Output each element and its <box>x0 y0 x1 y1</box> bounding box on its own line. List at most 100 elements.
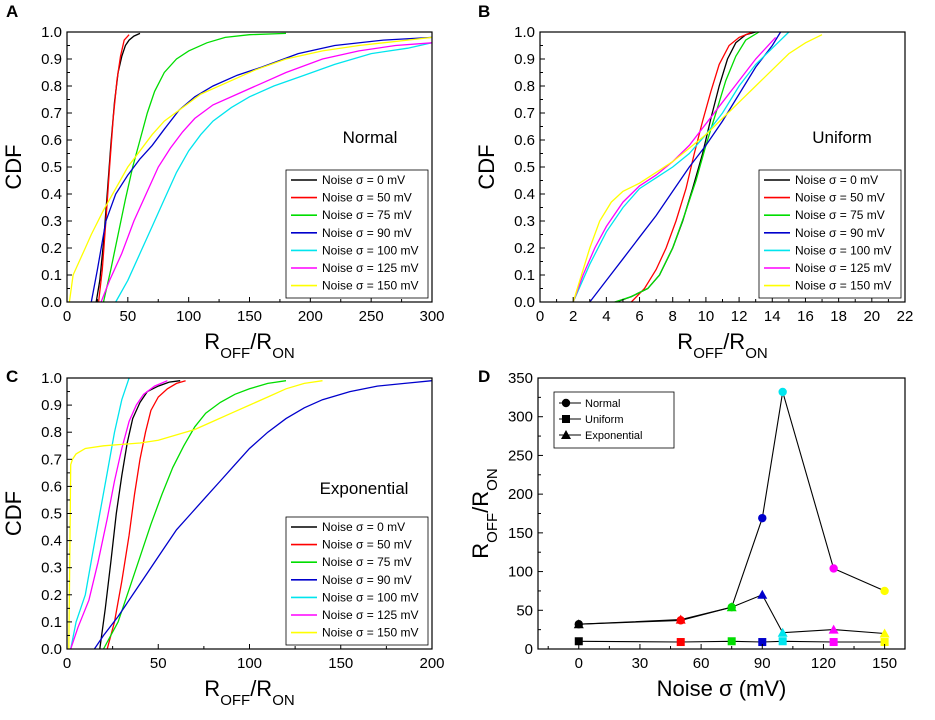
x-tick-label: 12 <box>731 308 748 325</box>
data-point-normal <box>758 513 767 523</box>
legend-entry: Noise σ = 50 mV <box>795 191 885 205</box>
y-tick-label: 0.1 <box>41 614 62 631</box>
y-tick-label: 0.0 <box>41 294 62 311</box>
panel-letter: B <box>478 2 490 21</box>
data-point-exponential <box>879 628 890 638</box>
y-tick-label: 0.9 <box>41 397 62 414</box>
data-point-uniform <box>727 637 736 646</box>
legend-entry: Noise σ = 100 mV <box>322 243 418 257</box>
legend-entry: Noise σ = 75 mV <box>322 208 412 222</box>
y-axis-title: CDF <box>1 491 26 536</box>
legend-entry: Noise σ = 90 mV <box>795 226 885 240</box>
legend-entry: Noise σ = 150 mV <box>795 279 891 293</box>
legend-entry: Uniform <box>585 414 624 426</box>
legend-entry: Noise σ = 0 mV <box>322 173 405 187</box>
legend-entry: Noise σ = 150 mV <box>322 626 418 640</box>
x-tick-label: 0 <box>575 655 583 672</box>
y-tick-label: 200 <box>508 486 533 503</box>
data-point-exponential <box>573 619 584 629</box>
x-axis-title: ROFF/RON <box>677 329 767 362</box>
x-tick-label: 30 <box>632 655 649 672</box>
y-tick-label: 250 <box>508 447 533 464</box>
panel-d: D 0 50 100 150 200 250 300 350 0 30 60 90 120 150 Noise… <box>468 367 906 701</box>
y-tick-label: 50 <box>516 602 533 619</box>
distribution-label: Normal <box>343 128 398 147</box>
x-axis-title: Noise σ (mV) <box>657 676 787 701</box>
legend-entry: Noise σ = 100 mV <box>322 590 418 604</box>
legend-entry: Noise σ = 0 mV <box>795 173 878 187</box>
y-tick-label: 0.9 <box>41 51 62 68</box>
legend-entry: Noise σ = 125 mV <box>322 608 418 622</box>
y-tick-label: 0.0 <box>514 294 535 311</box>
cdf-curve-noise-50 <box>97 34 130 303</box>
y-tick-label: 0.4 <box>514 186 535 203</box>
x-tick-label: 0 <box>63 308 71 325</box>
x-tick-label: 0 <box>63 655 71 672</box>
data-point-normal <box>880 586 889 596</box>
legend-entry: Noise σ = 125 mV <box>322 261 418 275</box>
y-tick-label: 150 <box>508 525 533 542</box>
y-tick-label: 1.0 <box>514 24 535 41</box>
y-tick-label: 0.8 <box>514 78 535 95</box>
legend-entry: Noise σ = 90 mV <box>322 573 412 587</box>
y-tick-label: 0.8 <box>41 424 62 441</box>
x-axis-title: ROFF/RON <box>204 676 294 709</box>
data-point-uniform <box>574 637 583 646</box>
y-tick-label: 0.2 <box>41 240 62 257</box>
y-axis-title: CDF <box>474 144 499 189</box>
x-tick-label: 90 <box>754 655 771 672</box>
x-tick-label: 16 <box>797 308 814 325</box>
x-tick-label: 50 <box>119 308 136 325</box>
x-tick-label: 150 <box>237 308 262 325</box>
data-point-uniform <box>829 638 838 647</box>
legend-entry: Noise σ = 100 mV <box>795 243 891 257</box>
data-point-uniform <box>758 638 767 647</box>
cdf-curve-noise-50 <box>630 31 753 303</box>
data-point-exponential <box>675 614 686 624</box>
y-tick-label: 100 <box>508 564 533 581</box>
x-tick-label: 200 <box>298 308 323 325</box>
y-tick-label: 300 <box>508 409 533 426</box>
cdf-curve-noise-75 <box>102 32 287 303</box>
y-tick-label: 0.0 <box>41 641 62 658</box>
data-point-exponential <box>757 589 768 599</box>
x-tick-label: 150 <box>328 655 353 672</box>
cdf-curve-noise-0 <box>616 31 756 303</box>
cdf-curve-noise-150 <box>572 34 823 303</box>
series-line-exponential <box>578 594 885 635</box>
x-tick-label: 14 <box>764 308 781 325</box>
x-tick-label: 300 <box>419 308 444 325</box>
x-tick-label: 100 <box>176 308 201 325</box>
data-point-exponential <box>726 602 737 612</box>
panel-letter: C <box>6 367 18 386</box>
y-tick-label: 0.6 <box>514 132 535 149</box>
x-tick-label: 4 <box>602 308 610 325</box>
y-tick-label: 1.0 <box>41 24 62 41</box>
x-tick-label: 8 <box>669 308 677 325</box>
distribution-label: Uniform <box>812 128 872 147</box>
panel-b: B 0.0 0.1 0.2 0.3 0.4 0.5 0.6 0.7 0.8 0.9 1.0 0 2 4 6 8 1… <box>474 2 913 362</box>
y-tick-label: 0.7 <box>41 451 62 468</box>
cdf-curve-noise-125 <box>100 42 433 303</box>
cdf-curve-noise-90 <box>589 31 782 303</box>
legend: Noise σ = 0 mV Noise σ = 50 mV Noise σ = 7… <box>285 169 429 299</box>
x-tick-label: 22 <box>897 308 914 325</box>
panel-a: A 0.0 0.1 0.2 0.3 0.4 0.5 0.6 0.7 0.8 0.9 1.0 0 50 100… <box>1 2 445 362</box>
y-tick-label: 0.1 <box>514 267 535 284</box>
y-tick-label: 0.3 <box>41 213 62 230</box>
legend-entry: Noise σ = 50 mV <box>322 191 412 205</box>
legend-entry: Noise σ = 90 mV <box>322 226 412 240</box>
y-axis-title: CDF <box>1 144 26 189</box>
legend-entry: Noise σ = 75 mV <box>322 555 412 569</box>
x-tick-label: 2 <box>569 308 577 325</box>
legend-box <box>285 169 429 299</box>
legend-marker-triangle <box>561 430 571 439</box>
y-tick-label: 0 <box>525 641 533 658</box>
legend-entry: Exponential <box>585 430 643 442</box>
y-tick-label: 0.5 <box>41 506 62 523</box>
x-tick-label: 60 <box>693 655 710 672</box>
panel-c: C 0.0 0.1 0.2 0.3 0.4 0.5 0.6 0.7 0.8 0.9 1.0 0 50 100… <box>1 367 445 709</box>
y-tick-label: 0.4 <box>41 186 62 203</box>
y-tick-label: 0.3 <box>514 213 535 230</box>
